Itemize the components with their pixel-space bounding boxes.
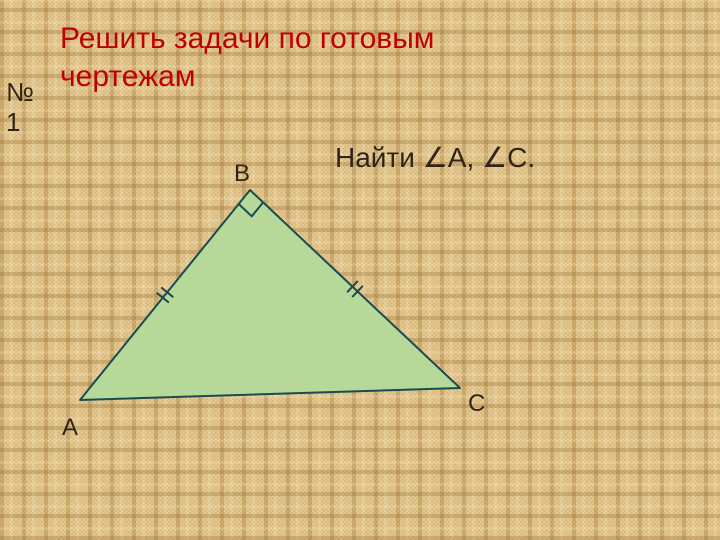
vertex-label-a: A (62, 414, 78, 441)
triangle-shape (80, 190, 460, 400)
vertex-label-c: C (468, 390, 485, 417)
geometry-figure: A B C (0, 0, 720, 540)
vertex-label-b: B (234, 160, 250, 187)
